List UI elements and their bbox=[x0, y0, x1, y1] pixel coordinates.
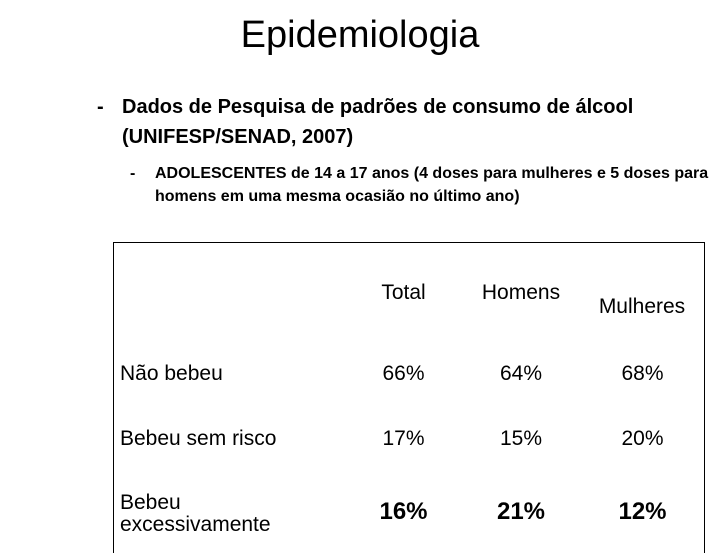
table-cell: 12% bbox=[618, 498, 667, 525]
sub-bullet-marker: - bbox=[130, 165, 136, 182]
table-cell: 68% bbox=[621, 361, 664, 385]
row-label: Não bebeu bbox=[120, 361, 223, 385]
bullet-marker: - bbox=[97, 96, 104, 118]
table-cell: 16% bbox=[379, 498, 428, 525]
table-cell: 21% bbox=[496, 498, 546, 525]
table-cell: 17% bbox=[382, 426, 425, 450]
bullet-text: Dados de Pesquisa de padrões de consumo … bbox=[122, 96, 634, 148]
slide: Epidemiologia - Dados de Pesquisa de pad… bbox=[97, 14, 709, 553]
table-cell: 66% bbox=[382, 361, 425, 385]
data-table: Total Homens Mulheres Não bebeu 66% 64% … bbox=[113, 242, 705, 553]
row-label: Bebeu sem risco bbox=[120, 426, 277, 450]
row-label: Bebeu excessivamente bbox=[120, 491, 271, 536]
sub-bullet-text: ADOLESCENTES de 14 a 17 anos (4 doses pa… bbox=[155, 165, 709, 205]
column-header: Total bbox=[381, 281, 426, 304]
table-cell: 15% bbox=[499, 426, 543, 450]
column-header: Mulheres bbox=[586, 243, 698, 319]
table-cell: 64% bbox=[499, 361, 543, 385]
column-header-text: Mulheres bbox=[598, 295, 686, 318]
table-cell: 20% bbox=[621, 426, 664, 450]
slide-title: Epidemiologia bbox=[240, 14, 480, 56]
column-header: Homens bbox=[481, 281, 561, 304]
